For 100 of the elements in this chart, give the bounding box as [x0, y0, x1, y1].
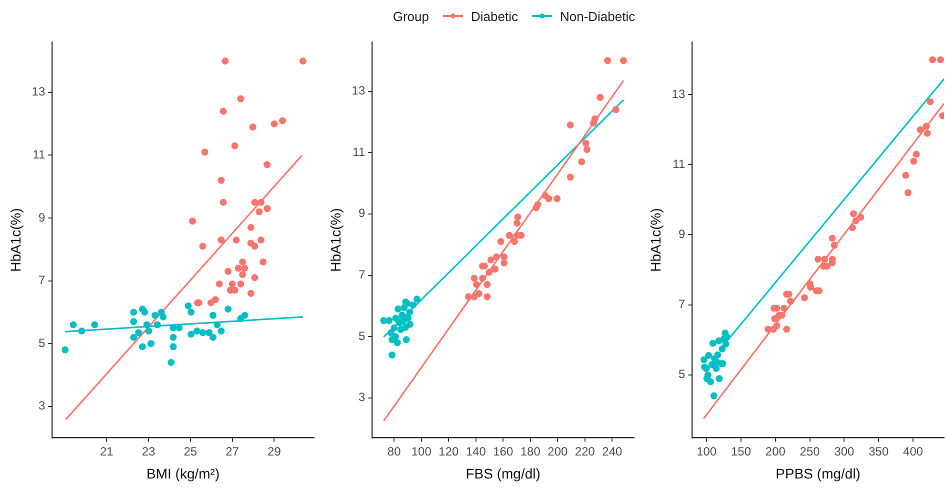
point [709, 340, 716, 347]
point [394, 339, 401, 346]
point [857, 214, 864, 221]
x-tick-label: 21 [100, 444, 114, 458]
point [492, 253, 500, 260]
point [130, 318, 138, 326]
y-tick-label: 9 [358, 206, 366, 220]
point [771, 315, 778, 322]
point [814, 256, 822, 263]
point [386, 317, 393, 324]
point [170, 334, 177, 341]
point [210, 334, 217, 341]
point [397, 326, 404, 334]
point [500, 260, 508, 266]
point [590, 120, 598, 127]
point [532, 204, 540, 212]
x-tick-label: 250 [800, 444, 820, 458]
point [916, 126, 924, 134]
point [220, 108, 227, 115]
point [707, 378, 714, 386]
x-tick-label: 300 [834, 444, 855, 458]
point [148, 340, 155, 348]
point [510, 238, 518, 246]
point [392, 333, 399, 340]
point [492, 266, 499, 273]
y-tick-label: 7 [38, 273, 46, 288]
point [710, 392, 718, 400]
point [141, 308, 148, 316]
y-axis-title: HbA1c(%) [327, 208, 344, 272]
point [138, 343, 146, 350]
point [801, 294, 808, 302]
point [232, 236, 240, 244]
point [713, 358, 720, 366]
point [566, 122, 574, 128]
point [506, 232, 513, 239]
point [484, 280, 491, 288]
x-tick-label: 150 [730, 444, 752, 458]
point [199, 242, 206, 250]
point [604, 57, 612, 64]
point [91, 321, 98, 328]
point [484, 293, 491, 300]
x-tick-label: 27 [226, 444, 240, 458]
y-tick-label: 9 [38, 210, 46, 224]
point [189, 218, 196, 225]
point [168, 358, 175, 366]
point [583, 146, 590, 154]
point [922, 122, 930, 130]
point [497, 238, 504, 246]
x-tick-label: 100 [696, 444, 717, 458]
point [201, 148, 208, 156]
point [135, 329, 142, 336]
point [406, 320, 414, 328]
y-tick-label: 3 [38, 398, 46, 413]
point [714, 351, 722, 358]
y-tick-label: 3 [358, 390, 366, 404]
y-tick-label: 13 [32, 84, 46, 99]
point [904, 189, 912, 196]
x-tick-label: 29 [268, 444, 282, 458]
point [566, 174, 574, 181]
point [145, 328, 152, 335]
point [705, 352, 712, 360]
point [848, 224, 856, 232]
point [249, 123, 256, 130]
point [251, 274, 258, 282]
y-tick-label: 9 [678, 227, 686, 242]
point [218, 236, 225, 244]
point [828, 234, 836, 242]
y-tick-label: 11 [352, 144, 366, 159]
y-tick-label: 7 [358, 268, 366, 282]
x-tick-label: 80 [387, 444, 402, 458]
x-tick-label: 200 [548, 444, 568, 458]
point [852, 217, 860, 224]
point [130, 334, 138, 341]
point [241, 264, 248, 272]
point [143, 321, 150, 328]
point [500, 253, 508, 260]
point [936, 56, 944, 64]
point [910, 158, 918, 165]
point [258, 236, 264, 244]
point [473, 280, 480, 288]
point [184, 302, 192, 310]
point [160, 313, 167, 320]
y-tick-label: 5 [38, 336, 46, 350]
point [170, 324, 177, 332]
point [299, 58, 306, 65]
y-axis-title: HbA1c(%) [7, 208, 24, 272]
legend-title: Group [392, 8, 429, 24]
y-tick-label: 13 [672, 87, 686, 102]
point [214, 321, 221, 328]
legend-label: Non-Diabetic [560, 8, 636, 24]
point [487, 256, 494, 264]
point [218, 176, 225, 184]
point [247, 290, 254, 297]
point [400, 318, 407, 325]
y-tick-label: 13 [352, 84, 366, 98]
point [247, 224, 254, 231]
point [902, 172, 910, 179]
x-tick-label: 25 [184, 444, 198, 458]
point [130, 308, 138, 316]
point [830, 242, 838, 249]
